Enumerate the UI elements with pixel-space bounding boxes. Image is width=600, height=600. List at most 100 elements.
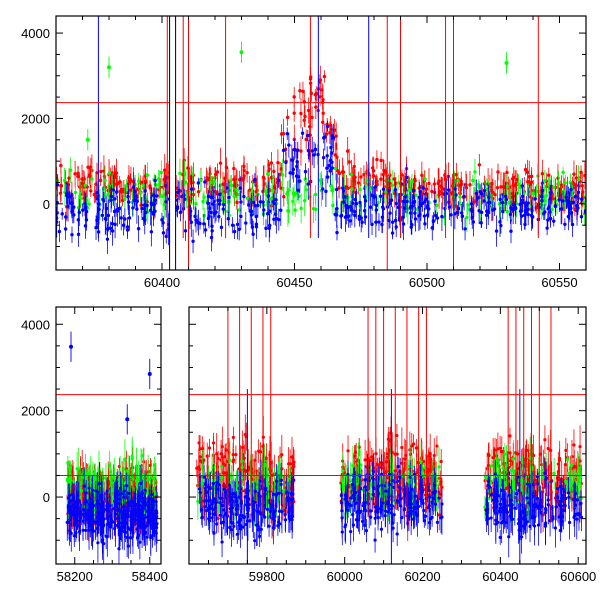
- top-data-point: [299, 149, 303, 153]
- top-data-point: [495, 185, 500, 190]
- bottom-data-point: [290, 455, 294, 459]
- bottom-data-point: [108, 470, 113, 474]
- bottom-data-point: [125, 535, 129, 539]
- top-data-point: [314, 105, 318, 109]
- top-data-point: [499, 185, 503, 189]
- bottom-data-point: [122, 489, 126, 493]
- top-data-point: [295, 160, 299, 164]
- top-data-point: [286, 209, 290, 213]
- top-data-point: [149, 201, 153, 205]
- top-data-point: [482, 189, 487, 193]
- bottom-data-point: [65, 479, 70, 483]
- top-data-point: [561, 189, 566, 194]
- top-data-point: [449, 213, 453, 217]
- top-data-point: [446, 188, 451, 192]
- bottom-data-point: [242, 456, 246, 460]
- top-data-point: [504, 197, 509, 202]
- top-data-point: [284, 160, 288, 165]
- top-data-point: [411, 189, 416, 193]
- top-data-point: [232, 229, 237, 234]
- top-data-point: [196, 181, 201, 185]
- top-data-point: [575, 203, 579, 208]
- top-data-point: [552, 219, 556, 223]
- top-data-point: [417, 195, 422, 200]
- top-data-point: [576, 190, 581, 195]
- top-data-point: [287, 188, 291, 192]
- bottom-data-point: [92, 529, 96, 533]
- top-data-point: [189, 187, 194, 191]
- top-data-point: [270, 188, 275, 193]
- top-data-point: [337, 171, 342, 176]
- top-data-point: [431, 219, 436, 223]
- bottom-data-point: [134, 464, 139, 468]
- top-data-point: [310, 115, 314, 120]
- bottom-data-point: [122, 530, 126, 534]
- bottom-data-point: [118, 486, 123, 490]
- bottom-data-point: [99, 522, 103, 526]
- bottom-data-point: [82, 484, 86, 488]
- bottom-data-point: [136, 477, 140, 482]
- top-data-point: [109, 194, 114, 199]
- top-data-point: [184, 180, 188, 184]
- top-data-point: [137, 179, 141, 184]
- bottom-data-point: [541, 490, 545, 494]
- bottom-data-point: [231, 435, 235, 439]
- top-data-point: [325, 166, 329, 170]
- top-data-point: [462, 194, 466, 199]
- top-data-point: [97, 202, 101, 206]
- top-data-point: [117, 180, 122, 184]
- top-data-point: [568, 180, 573, 185]
- top-data-point: [340, 170, 345, 174]
- top-data-point: [410, 179, 414, 184]
- top-data-point: [312, 153, 316, 157]
- top-data-point: [221, 207, 225, 211]
- top-data-point: [80, 181, 84, 185]
- top-data-point: [493, 192, 497, 197]
- top-data-point: [423, 222, 427, 226]
- top-data-point: [182, 197, 187, 201]
- top-data-point: [304, 188, 308, 192]
- top-data-point: [313, 92, 317, 97]
- bottom-data-point: [97, 468, 101, 472]
- bottom-panel: 58200 58400 59800 60000 60200 60400 60600 0200…: [21, 306, 596, 584]
- bottom-data-point: [508, 434, 512, 438]
- top-data-point: [242, 174, 246, 178]
- top-data-point: [117, 206, 122, 211]
- bottom-data-point: [292, 464, 296, 469]
- top-data-point: [112, 209, 117, 214]
- top-data-point: [328, 169, 333, 173]
- top-data-point: [405, 199, 409, 204]
- bottom-data-point: [410, 444, 414, 448]
- bottom-data-point: [133, 503, 137, 507]
- top-data-point: [295, 164, 299, 169]
- top-data-point: [349, 172, 353, 177]
- top-data-point: [196, 190, 201, 194]
- bottom-data-point: [131, 523, 135, 527]
- top-data-point: [285, 190, 290, 195]
- top-data-point: [447, 205, 452, 209]
- top-data-point: [516, 182, 521, 186]
- top-data-point: [333, 153, 337, 157]
- bottom-data-point: [68, 465, 73, 469]
- top-data-point: [58, 191, 63, 195]
- top-data-point: [250, 189, 255, 193]
- top-data-point: [310, 149, 314, 153]
- bottom-data-point: [100, 540, 104, 544]
- top-data-point: [188, 209, 193, 214]
- top-data-point: [209, 195, 213, 199]
- top-data-point: [379, 158, 383, 163]
- bottom-data-point: [77, 524, 81, 528]
- top-ticks: [55, 16, 587, 270]
- top-data-point: [484, 213, 489, 217]
- top-data-point: [143, 218, 147, 222]
- top-data-point: [459, 211, 464, 215]
- bottom-data-point: [140, 454, 144, 458]
- top-data-point: [323, 135, 327, 139]
- top-data-point: [579, 197, 584, 201]
- top-data-point: [265, 172, 270, 176]
- top-data-point: [569, 206, 573, 210]
- top-data-point: [530, 215, 535, 219]
- bottom-data-point: [147, 371, 152, 376]
- top-data-point: [475, 196, 480, 200]
